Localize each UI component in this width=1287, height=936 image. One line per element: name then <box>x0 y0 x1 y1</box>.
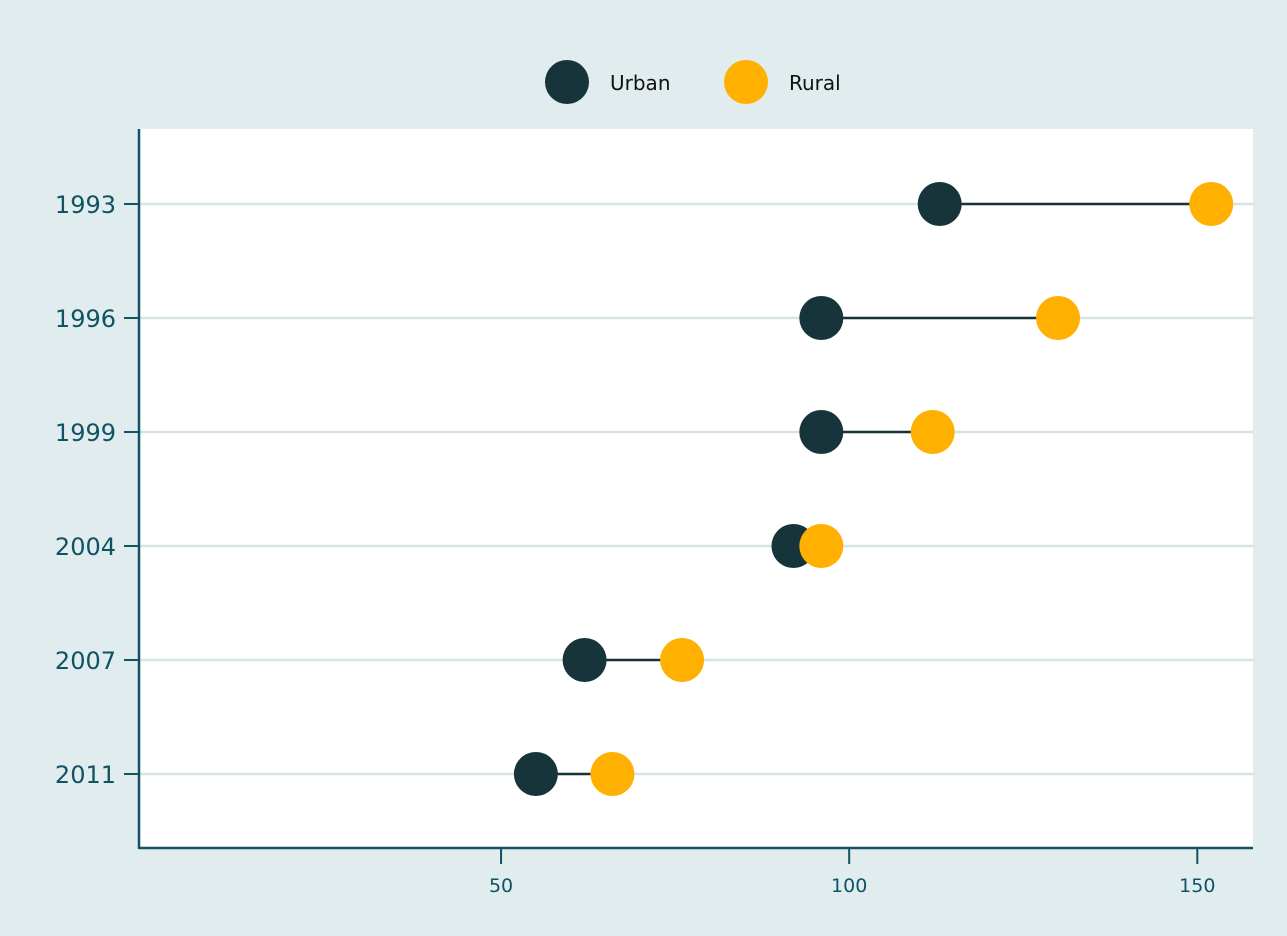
y-tick-label-1993: 1993 <box>55 191 116 219</box>
y-tick-label-1999: 1999 <box>55 419 116 447</box>
point-rural-2007 <box>660 638 705 682</box>
point-rural-1993 <box>1189 182 1234 226</box>
x-tick-label-150: 150 <box>1179 875 1215 897</box>
y-axis-ticks: 1993 1996 1999 2004 2007 2011 <box>55 191 139 789</box>
point-urban-1996 <box>799 296 844 340</box>
legend: Urban Rural <box>545 60 841 104</box>
point-urban-1993 <box>917 182 962 226</box>
point-urban-2007 <box>562 638 607 682</box>
point-rural-2004 <box>799 524 844 568</box>
point-urban-2011 <box>513 752 558 796</box>
point-rural-1996 <box>1036 296 1081 340</box>
y-tick-label-2011: 2011 <box>55 761 116 789</box>
x-tick-label-100: 100 <box>831 875 867 897</box>
point-rural-1999 <box>910 410 955 454</box>
x-tick-label-50: 50 <box>489 875 513 897</box>
legend-rural-marker <box>724 60 768 104</box>
legend-urban-label: Urban <box>610 71 671 95</box>
y-tick-label-2007: 2007 <box>55 647 116 675</box>
legend-rural-label: Rural <box>789 71 841 95</box>
point-rural-2011 <box>590 752 635 796</box>
legend-urban-marker <box>545 60 589 104</box>
data-points <box>513 182 1234 796</box>
x-axis-ticks: 50 100 150 <box>489 848 1215 897</box>
point-urban-1999 <box>799 410 844 454</box>
y-tick-label-2004: 2004 <box>55 533 116 561</box>
y-tick-label-1996: 1996 <box>55 305 116 333</box>
plot-area <box>139 129 1253 848</box>
